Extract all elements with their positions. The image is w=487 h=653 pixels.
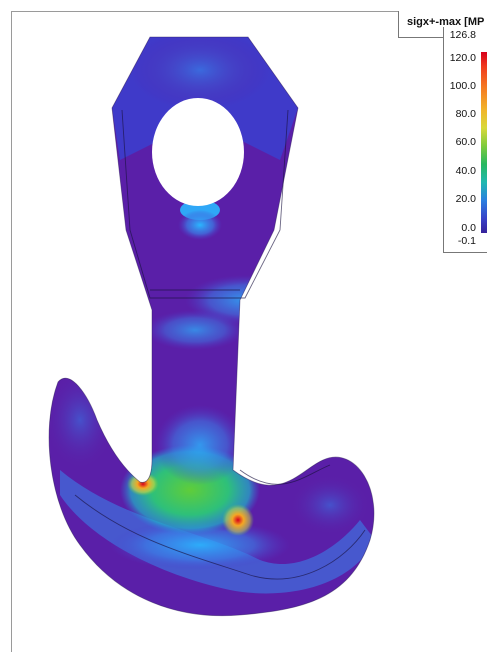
legend-title: sigx+-max [MP [407,16,485,28]
hook-outline [48,36,375,617]
eye-hole [152,98,244,206]
legend-max-label: 126.8 [449,29,476,41]
legend-tick: 40.0 [455,165,476,177]
legend-tick: 60.0 [455,136,476,148]
legend-tick: 100.0 [449,80,476,92]
viewport-frame [11,11,486,652]
legend-tick: 120.0 [449,52,476,64]
legend-colorbar [481,52,487,233]
contour-lines [74,109,366,580]
legend-tick: 20.0 [455,193,476,205]
legend-min-label: -0.1 [457,235,476,247]
legend-tick: 0.0 [461,222,476,234]
legend-box [443,27,487,253]
legend-tick: 80.0 [455,108,476,120]
